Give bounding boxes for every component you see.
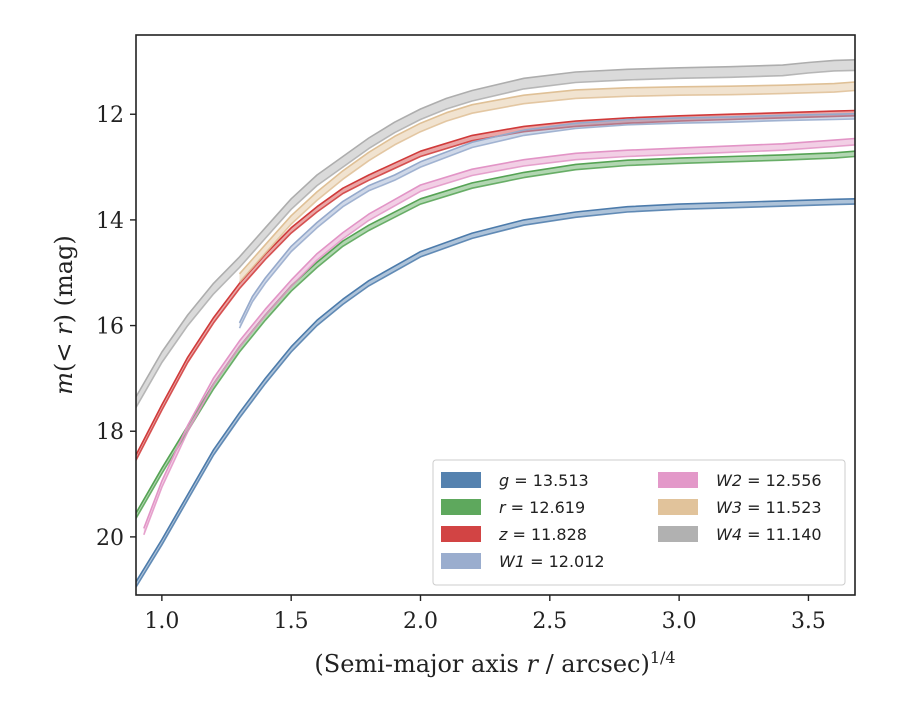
- legend-swatch-g: [441, 472, 481, 488]
- x-tick-label: 2.0: [403, 609, 438, 634]
- x-tick-label: 1.5: [274, 609, 309, 634]
- legend-label-W1: W1 = 12.012: [499, 552, 605, 571]
- x-tick-label: 2.5: [532, 609, 567, 634]
- y-tick-label: 12: [96, 103, 124, 128]
- legend-label-W4: W4 = 11.140: [716, 525, 822, 544]
- series-line-W2: [143, 144, 855, 536]
- series-line-W1: [238, 118, 855, 329]
- y-axis-label: m(< r) (mag): [50, 235, 78, 395]
- legend-box: [432, 459, 846, 586]
- legend-label-W3: W3 = 11.523: [716, 498, 822, 517]
- legend-swatch-W3: [658, 499, 698, 515]
- series-line-W3: [238, 81, 855, 275]
- legend-swatch-r: [441, 499, 481, 515]
- series-layer: [136, 59, 855, 588]
- x-axis: 1.0 1.5 2.0 2.5 3.0 3.5: [144, 595, 826, 634]
- y-axis: 12 14 16 18 20: [96, 103, 136, 551]
- series-line-g: [136, 203, 855, 588]
- legend-label-W2: W2 = 12.556: [716, 471, 822, 490]
- legend: g = 13.513 r = 12.619 z = 11.828 W1 = 12.01…: [432, 459, 846, 586]
- x-tick-label: 3.5: [791, 609, 826, 634]
- legend-swatch-W4: [658, 526, 698, 542]
- plot-frame: [135, 34, 856, 596]
- series-g: [136, 198, 855, 588]
- series-W3: [238, 81, 855, 283]
- series-W2: [143, 137, 855, 536]
- series-line-z: [136, 115, 855, 461]
- x-tick-label: 3.0: [662, 609, 697, 634]
- x-axis-label: (Semi-major axis r / arcsec)1/4: [314, 648, 675, 678]
- series-line-z: [136, 109, 855, 456]
- series-z: [136, 109, 855, 461]
- series-line-W4: [136, 59, 855, 398]
- y-tick-label: 14: [96, 209, 124, 234]
- series-line-W4: [136, 69, 855, 408]
- series-W1: [238, 112, 855, 329]
- legend-label-r: r = 12.619: [499, 498, 585, 517]
- series-line-r: [136, 155, 855, 519]
- y-tick-label: 20: [96, 526, 124, 551]
- series-line-W3: [238, 89, 855, 283]
- x-tick-label: 1.0: [144, 609, 179, 634]
- legend-swatch-z: [441, 526, 481, 542]
- series-W4: [136, 59, 855, 408]
- y-tick-label: 16: [96, 315, 124, 340]
- series-line-W1: [238, 112, 855, 324]
- legend-label-g: g = 13.513: [499, 471, 589, 490]
- legend-swatch-W2: [658, 472, 698, 488]
- legend-label-z: z = 11.828: [498, 525, 587, 544]
- legend-swatch-W1: [441, 553, 481, 569]
- y-tick-label: 18: [96, 420, 124, 445]
- series-line-g: [136, 198, 855, 583]
- series-line-W2: [143, 137, 855, 529]
